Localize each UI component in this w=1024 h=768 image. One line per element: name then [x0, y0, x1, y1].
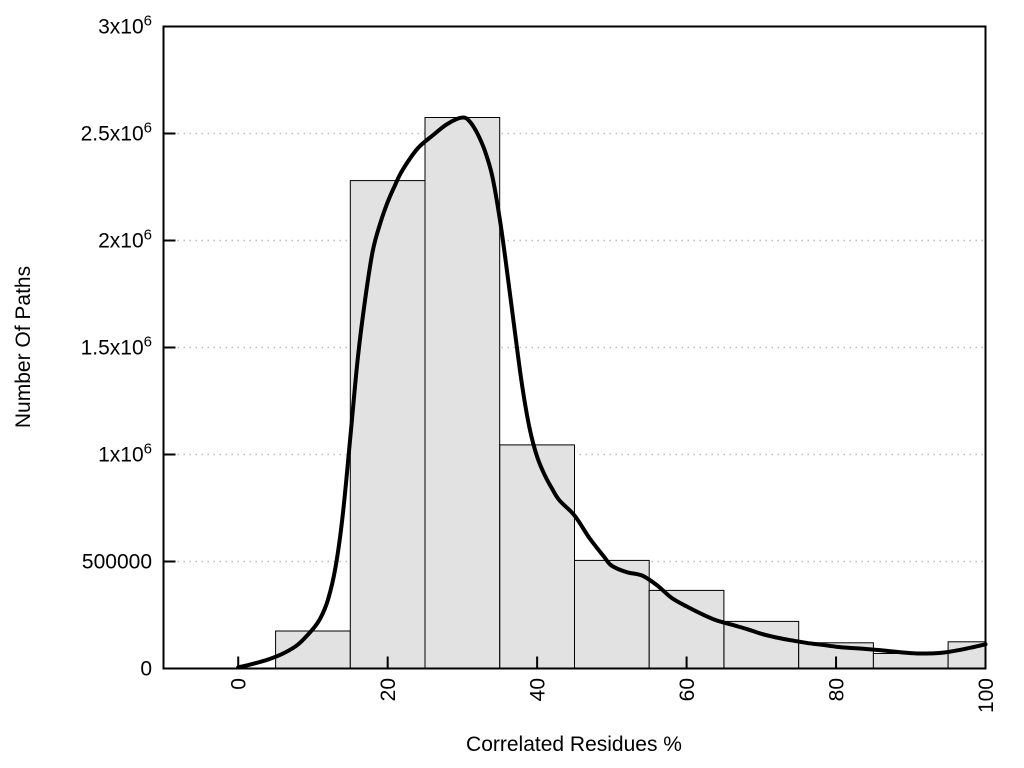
density-curve [236, 115, 988, 670]
histogram-bar [424, 117, 501, 669]
y-tick-label: 2x106 [98, 227, 152, 253]
histogram-bar [574, 559, 650, 670]
x-tick-label: 60 [676, 678, 699, 701]
x-tick-label: 100 [975, 678, 998, 713]
y-tick-label: 1x106 [98, 441, 152, 467]
histogram-bar [648, 589, 725, 670]
x-tick-label: 40 [527, 678, 550, 701]
x-tick-label: 20 [377, 678, 400, 701]
y-axis-title: Number Of Paths [12, 265, 35, 429]
x-tick-label: 80 [826, 678, 849, 701]
y-tick-label: 2.5x106 [81, 120, 152, 146]
y-tick-label: 1.5x106 [81, 334, 152, 360]
y-tick-label: 3x106 [98, 13, 152, 39]
histogram-bar [872, 653, 949, 669]
histogram-bar [499, 444, 575, 669]
x-axis-title: Correlated Residues % [466, 733, 682, 756]
y-tick-label: 0 [140, 658, 152, 681]
x-tick-label: 0 [228, 678, 251, 690]
y-tick-label: 500000 [82, 551, 152, 574]
histogram-bar [349, 180, 426, 669]
histogram-bar [723, 620, 800, 670]
